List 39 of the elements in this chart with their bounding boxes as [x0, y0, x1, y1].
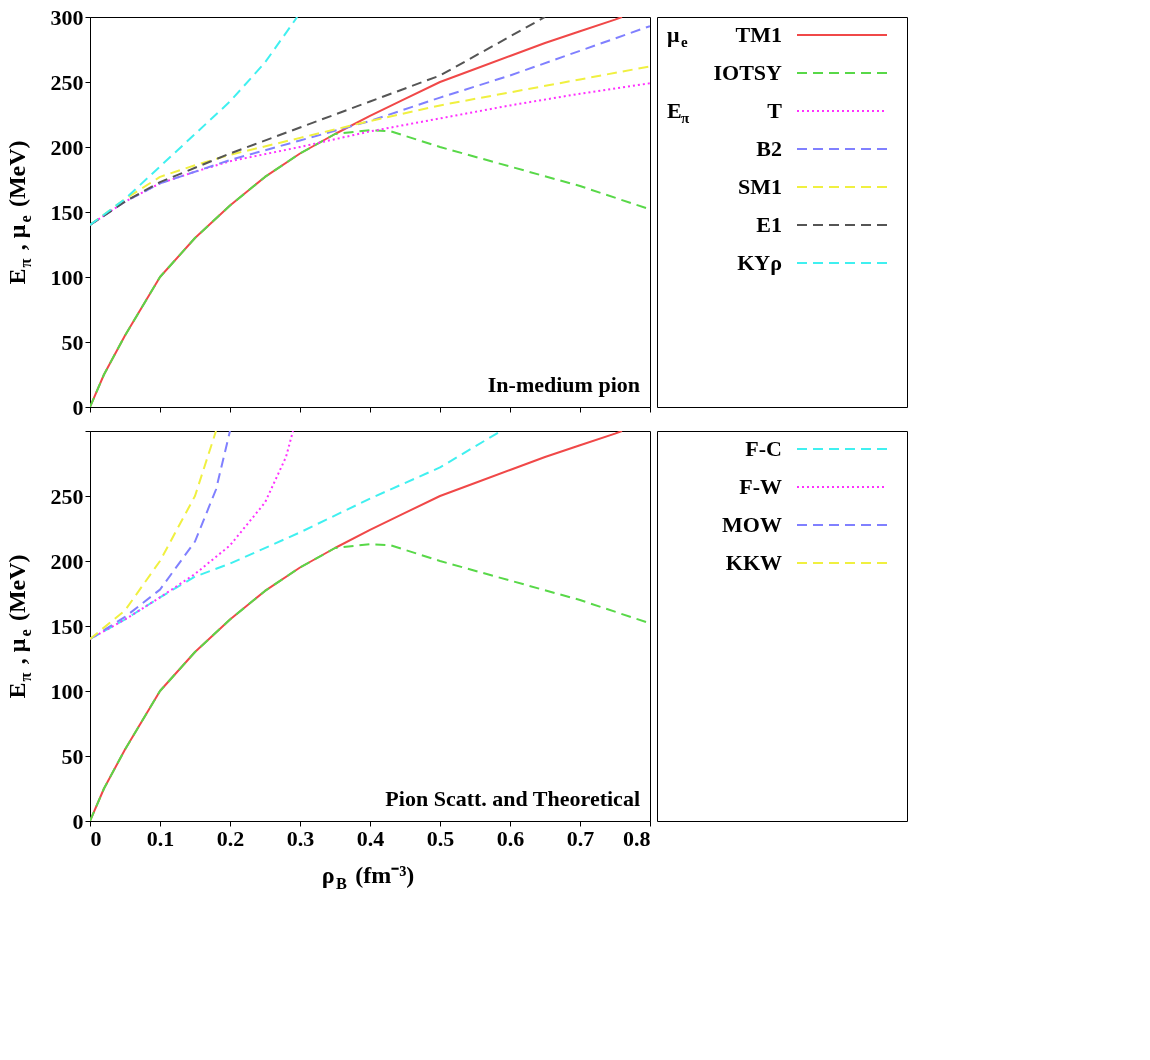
x-tick-label: 0.1 [146, 825, 175, 851]
legend-label: TM1 [735, 22, 782, 47]
legend-label: KKW [725, 550, 782, 575]
legend-label: KYρ [737, 250, 782, 275]
x-tick-label: 0.8 [623, 825, 651, 851]
y-tick-label: 200 [50, 548, 84, 574]
y-tick-label: 300 [50, 4, 84, 30]
legend-label: IOTSY [713, 60, 783, 85]
annotation: Pion Scatt. and Theoretical [385, 786, 640, 811]
y-tick-label: 100 [50, 264, 84, 290]
y-tick-label: 150 [50, 613, 84, 639]
line-series [90, 17, 546, 226]
legend-label: MOW [722, 512, 782, 537]
y-tick-label: 50 [61, 743, 84, 769]
y-tick-label: 0 [72, 394, 84, 420]
y-tick-label: 200 [50, 134, 84, 160]
x-tick-label: 0.6 [496, 825, 525, 851]
y-tick-label: 150 [50, 199, 84, 225]
y-axis-title: Eπ , μe (MeV) [4, 140, 35, 285]
y-tick-label: 0 [72, 808, 84, 834]
y-tick-label: 250 [50, 483, 84, 509]
x-tick-label: 0.3 [286, 825, 315, 851]
y-axis-title: Eπ , μe (MeV) [4, 554, 35, 699]
legend-label: F-C [745, 436, 782, 461]
y-tick-label: 100 [50, 678, 84, 704]
legend-label: T [767, 98, 783, 123]
legend-label: B2 [756, 136, 782, 161]
x-tick-label: 0 [90, 825, 102, 851]
legend-label: E1 [756, 212, 782, 237]
annotation: In-medium pion [487, 372, 640, 397]
legend-label: SM1 [738, 174, 782, 199]
x-tick-label: 0.5 [426, 825, 455, 851]
line-series [90, 17, 299, 226]
legend-label: F-W [739, 474, 782, 499]
y-tick-label: 250 [50, 69, 84, 95]
x-tick-label: 0.7 [566, 825, 595, 851]
x-tick-label: 0.2 [216, 825, 245, 851]
x-tick-label: 0.4 [356, 825, 385, 851]
y-tick-label: 50 [61, 329, 84, 355]
